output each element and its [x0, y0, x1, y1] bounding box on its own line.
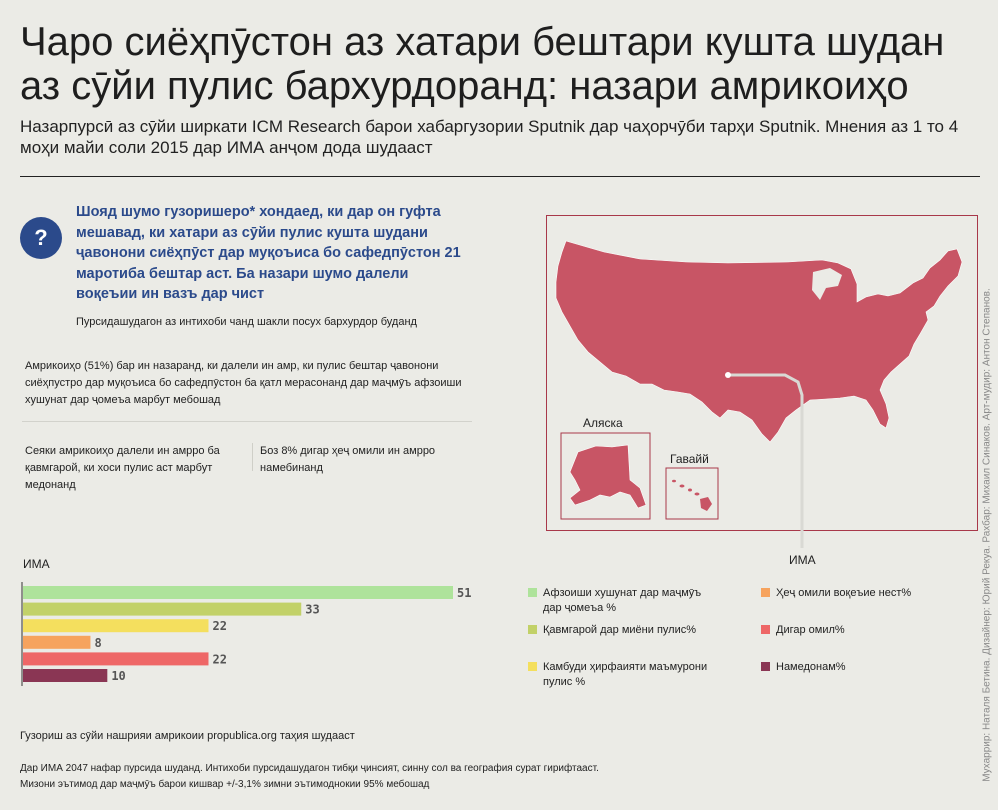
bar-value-label-3: 8: [94, 636, 101, 650]
legend-label-0: Афзоиши хушунат дар маҷмӯъ дар ҷомеъа %: [543, 587, 702, 614]
page-subtitle: Назарпурсӣ аз сӯйи ширкати ICM Research …: [20, 117, 959, 157]
findings-divider: [22, 421, 472, 422]
bar-0: [23, 586, 453, 599]
source-note: Гузориш аз сӯйи нашрияи амрикоии propubl…: [20, 730, 355, 742]
bar-chart: 51 33 22 8 22 10: [21, 582, 471, 686]
bars-group: 51 33 22 8 22 10: [23, 586, 471, 683]
header-divider: [20, 176, 980, 177]
bar-1: [23, 602, 302, 616]
callout-dot: [725, 372, 731, 378]
methodology-line-2: Мизони эътимод дар маҷмӯъ барои кишвар +…: [20, 779, 430, 790]
methodology-line-1: Дар ИМА 2047 нафар пурсида шуданд. Интих…: [20, 763, 599, 774]
bar-2: [23, 619, 209, 633]
usa-map-frame: [546, 215, 978, 531]
legend-item-1: Қавмгарой дар миёни пулис%: [528, 623, 718, 638]
hawaii-shape: [672, 479, 712, 511]
contiguous-usa-shape: [555, 240, 963, 443]
legend-swatch-0: [528, 588, 537, 597]
legend-label-1: Қавмгарой дар миёни пулис%: [543, 624, 697, 636]
legend-swatch-1: [528, 625, 537, 634]
chart-title: ИМА: [23, 557, 50, 571]
hawaii-frame: [665, 467, 719, 520]
callout-line: [728, 373, 804, 548]
bar-value-label-5: 10: [111, 669, 125, 683]
bar-5: [23, 669, 108, 682]
findings-vertical-divider: [252, 443, 253, 471]
legend-item-0: Афзоиши хушунат дар маҷмӯъ дар ҷомеъа %: [528, 586, 718, 616]
alaska-label: Аляска: [583, 416, 623, 430]
alaska-frame: [560, 432, 651, 520]
finding-racism: Сеяки амрикоиҳо далели ин амрро ба қавмг…: [25, 445, 220, 491]
legend-item-3: Ҳеҷ омили воқеъие нест%: [761, 586, 951, 601]
credits-sidebar: Мухаррир: Наталя Бетина. Дизайнер: Юрий …: [980, 270, 994, 800]
main-finding: Амрикоиҳо (51%) бар ин назаранд, ки дале…: [25, 360, 462, 406]
great-lakes: [812, 268, 842, 300]
hawaii-label: Гавайй: [670, 452, 709, 466]
methodology-note: Дар ИМА 2047 нафар пурсида шуданд. Интих…: [20, 761, 640, 793]
legend-label-2: Камбуди ҳирфаияти маъмурони пулис %: [543, 661, 708, 688]
legend-swatch-5: [761, 662, 770, 671]
page-title: Чаро сиёҳпӯстон аз хатари бештари кушта …: [20, 20, 945, 108]
bar-3: [23, 635, 91, 649]
credits-text: Мухаррир: Наталя Бетина. Дизайнер: Юрий …: [981, 288, 993, 782]
legend-item-2: Камбуди ҳирфаияти маъмурони пулис %: [528, 660, 718, 690]
finding-no-factor: Боз 8% дигар ҳеҷ омили ин амрро намебина…: [260, 445, 436, 474]
legend-swatch-4: [761, 625, 770, 634]
alaska-shape: [569, 444, 647, 509]
bar-4: [23, 652, 209, 666]
map-country-label: ИМА: [789, 553, 816, 567]
bar-value-label-0: 51: [457, 586, 471, 600]
legend-swatch-2: [528, 662, 537, 671]
legend-label-5: Намедонам%: [776, 661, 846, 673]
bar-value-label-4: 22: [212, 652, 226, 666]
question-icon: ?: [20, 217, 62, 259]
bar-value-label-1: 33: [305, 603, 319, 617]
legend-item-4: Дигар омил%: [761, 623, 951, 638]
legend-swatch-3: [761, 588, 770, 597]
answer-note: Пурсидашудагон аз интихоби чанд шакли по…: [76, 316, 417, 328]
bar-value-label-2: 22: [212, 619, 226, 633]
survey-question: Шояд шумо гузоришеро* хондаед, ки дар он…: [76, 204, 461, 302]
legend-label-3: Ҳеҷ омили воқеъие нест%: [776, 587, 912, 599]
legend-label-4: Дигар омил%: [776, 624, 845, 636]
legend-item-5: Намедонам%: [761, 660, 951, 675]
